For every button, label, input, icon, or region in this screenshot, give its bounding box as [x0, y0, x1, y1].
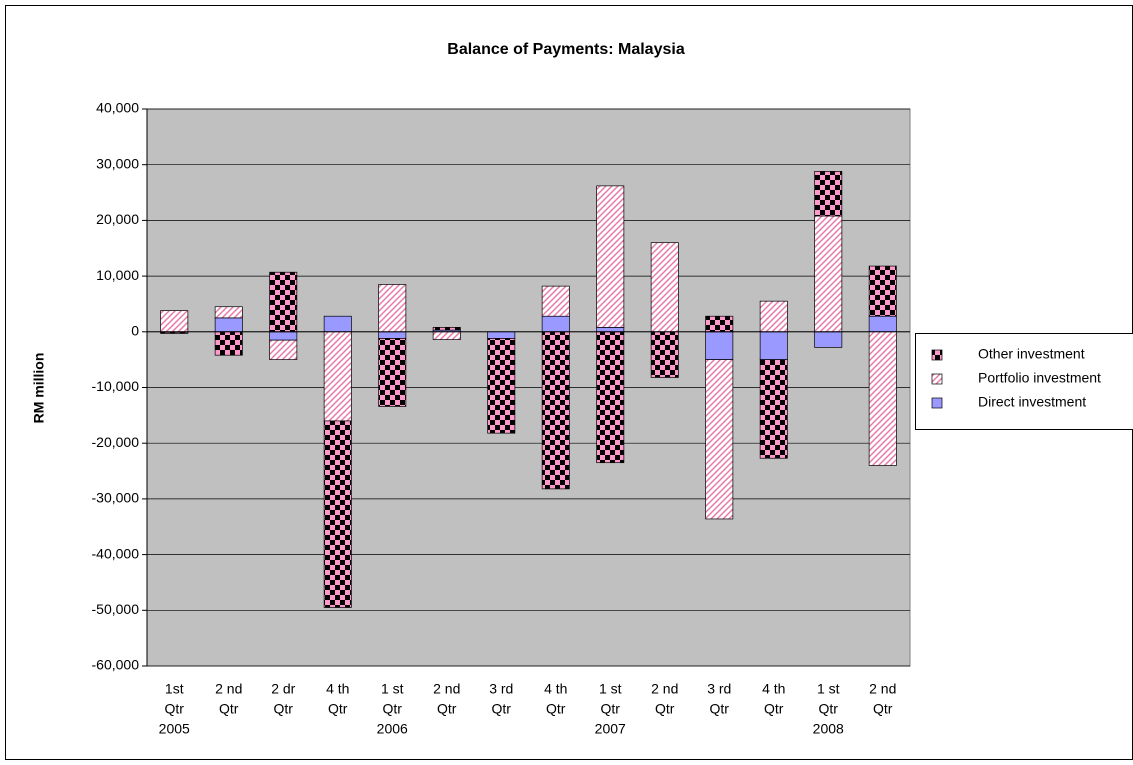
- x-tick-label: Qtr: [601, 701, 621, 717]
- x-tick-label: Qtr: [819, 701, 839, 717]
- bar: [269, 339, 298, 360]
- bar: [541, 285, 570, 317]
- bar: [487, 338, 516, 434]
- x-tick-label: 2 nd: [215, 681, 242, 697]
- bar: [487, 331, 516, 339]
- x-tick-label: 2005: [159, 721, 190, 737]
- legend: [915, 333, 1133, 430]
- bar: [596, 185, 625, 328]
- bar: [269, 271, 298, 333]
- x-tick-label: Qtr: [437, 701, 457, 717]
- x-tick-label: 2 nd: [651, 681, 678, 697]
- x-tick-label: Qtr: [328, 701, 348, 717]
- x-tick-label: Qtr: [764, 701, 784, 717]
- y-tick-label: -60,000: [92, 657, 140, 673]
- y-tick-label: -20,000: [92, 434, 140, 450]
- bar: [868, 331, 897, 466]
- x-tick-label: Qtr: [219, 701, 239, 717]
- bar: [432, 326, 461, 331]
- bar: [160, 332, 189, 334]
- x-tick-label: Qtr: [383, 701, 403, 717]
- bar: [323, 331, 352, 422]
- x-tick-label: 3 rd: [707, 681, 731, 697]
- legend-swatch: [931, 373, 943, 385]
- x-tick-label: 2 nd: [433, 681, 460, 697]
- legend-swatch: [931, 349, 943, 361]
- y-tick-label: -30,000: [92, 490, 140, 506]
- bar: [705, 331, 734, 360]
- x-tick-label: Qtr: [165, 701, 185, 717]
- y-tick-label: -10,000: [92, 378, 140, 394]
- bar: [214, 306, 243, 319]
- x-tick-label: 2 nd: [869, 681, 896, 697]
- x-tick-label: 1st: [165, 681, 184, 697]
- x-tick-label: Qtr: [873, 701, 893, 717]
- bar: [432, 331, 461, 340]
- y-axis-label: RM million: [31, 353, 47, 424]
- bar: [596, 326, 625, 333]
- bar: [378, 338, 407, 407]
- x-tick-label: Qtr: [492, 701, 512, 717]
- bar: [269, 331, 298, 341]
- legend-label: Other investment: [978, 346, 1085, 362]
- x-tick-label: Qtr: [710, 701, 730, 717]
- bar: [378, 331, 407, 339]
- bar: [759, 359, 788, 459]
- chart-title: Balance of Payments: Malaysia: [447, 41, 685, 58]
- x-tick-label: 3 rd: [489, 681, 513, 697]
- legend-label: Direct investment: [978, 394, 1086, 410]
- y-tick-label: -40,000: [92, 545, 140, 561]
- bar: [541, 315, 570, 333]
- x-tick-label: 2006: [377, 721, 408, 737]
- x-tick-label: Qtr: [655, 701, 675, 717]
- bar: [160, 310, 189, 333]
- bar: [705, 359, 734, 520]
- x-tick-label: 2 dr: [271, 681, 295, 697]
- bar: [868, 315, 897, 333]
- x-tick-label: Qtr: [546, 701, 566, 717]
- bar: [650, 331, 679, 378]
- x-tick-label: 4 th: [762, 681, 785, 697]
- x-tick-label: Qtr: [274, 701, 294, 717]
- x-tick-label: 2008: [813, 721, 844, 737]
- y-tick-label: -50,000: [92, 601, 140, 617]
- bar: [378, 284, 407, 333]
- bar: [214, 317, 243, 333]
- bar: [814, 331, 843, 348]
- y-tick-label: 30,000: [96, 155, 139, 171]
- bar: [759, 300, 788, 333]
- y-tick-label: 20,000: [96, 211, 139, 227]
- y-tick-label: 0: [131, 323, 139, 339]
- bar: [814, 171, 843, 217]
- y-tick-label: 40,000: [96, 100, 139, 116]
- bar: [868, 265, 897, 317]
- y-tick-label: 10,000: [96, 267, 139, 283]
- bar: [650, 242, 679, 333]
- x-tick-label: 4 th: [326, 681, 349, 697]
- x-tick-label: 1 st: [817, 681, 840, 697]
- bar: [323, 420, 352, 608]
- legend-swatch: [931, 397, 943, 409]
- bar: [814, 215, 843, 333]
- x-tick-label: 4 th: [544, 681, 567, 697]
- x-tick-label: 1 st: [381, 681, 404, 697]
- bar: [596, 331, 625, 464]
- bar: [759, 331, 788, 360]
- x-tick-label: 1 st: [599, 681, 622, 697]
- legend-label: Portfolio investment: [978, 370, 1101, 386]
- bar: [323, 315, 352, 333]
- bar: [214, 331, 243, 356]
- bar: [541, 331, 570, 490]
- bar: [705, 315, 734, 333]
- x-tick-label: 2007: [595, 721, 626, 737]
